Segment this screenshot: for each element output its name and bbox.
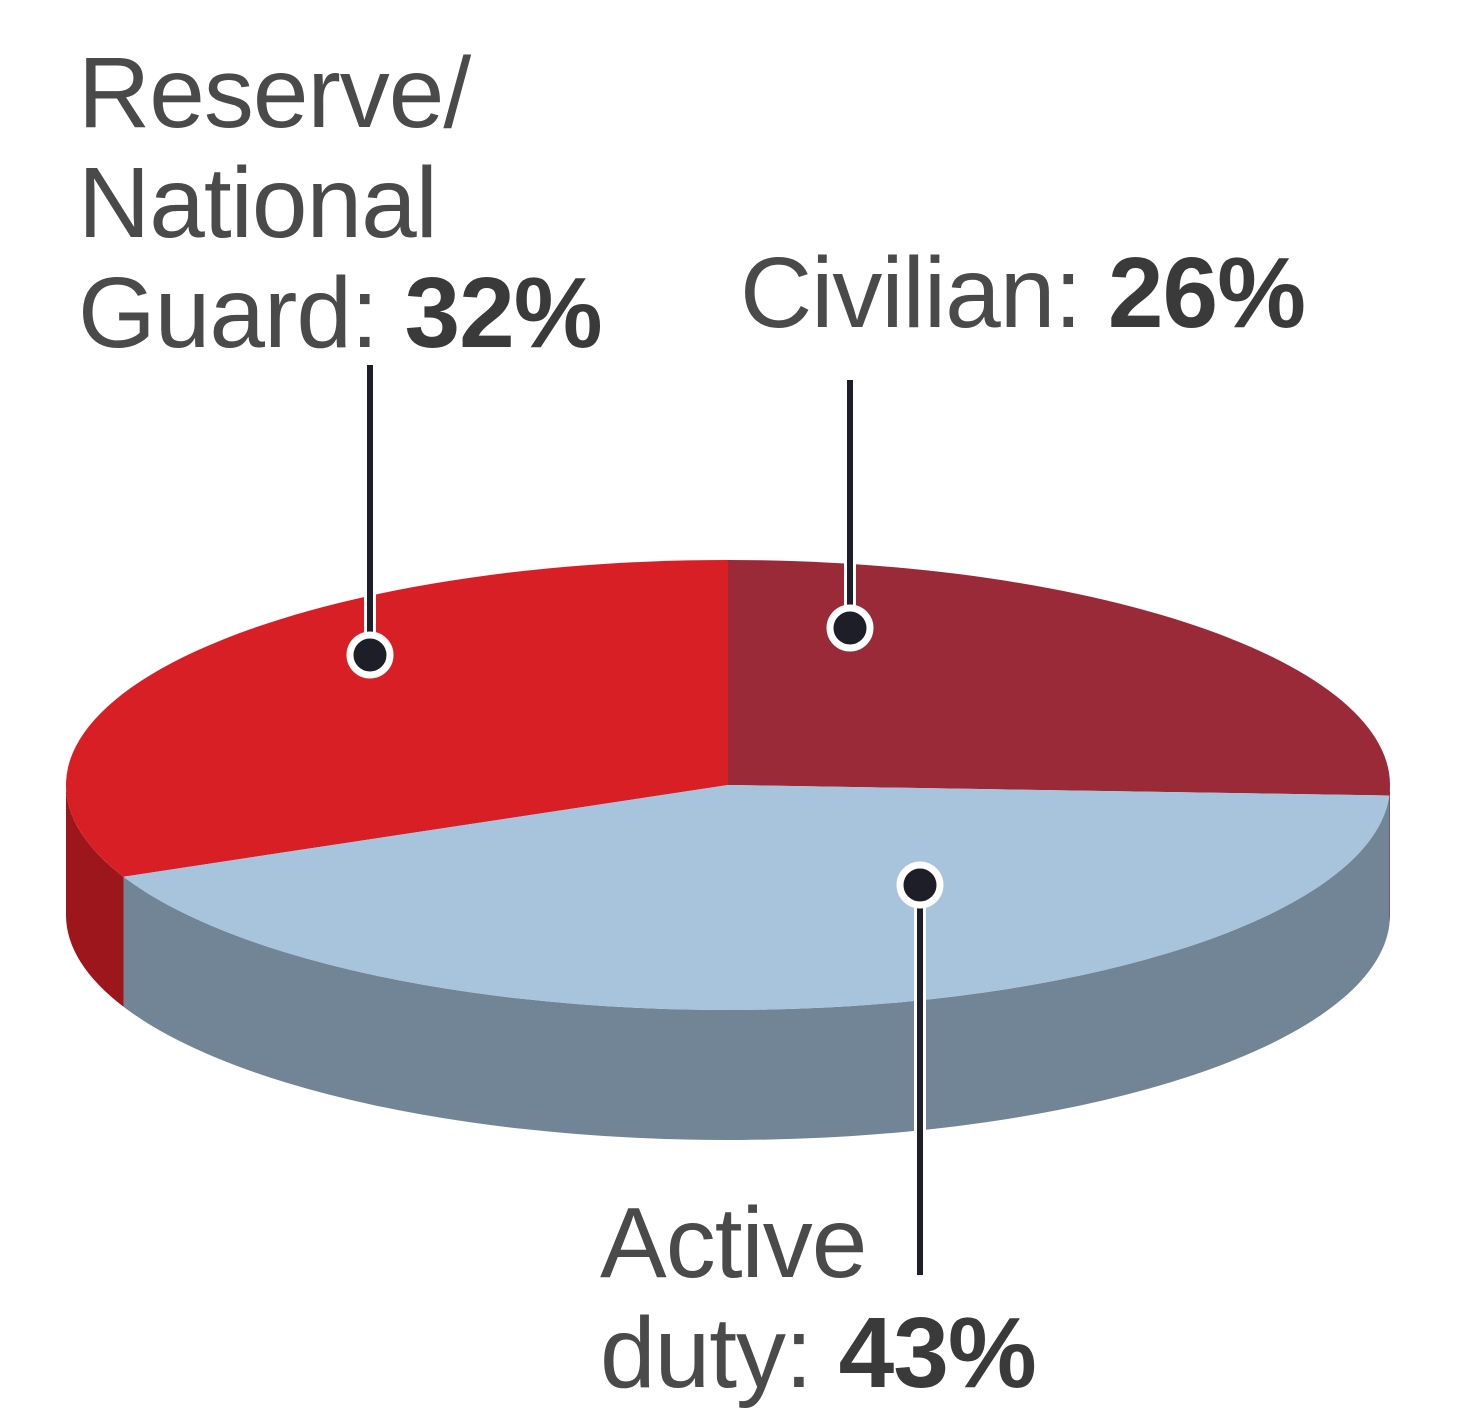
category-label: Active duty: [600, 1187, 867, 1409]
slice-side [123, 795, 1390, 1141]
category-label: Reserve/ National Guard: [78, 37, 471, 369]
category-label: Civilian: [740, 237, 1082, 349]
leader-dot [896, 861, 944, 909]
slice-side [1389, 785, 1390, 926]
leader-dot [346, 631, 394, 679]
leader-dot [826, 604, 874, 652]
slice [123, 785, 1390, 1011]
slice-label: Civilian: 26% [740, 237, 1306, 349]
value-label: 26% [1107, 237, 1306, 349]
value-label: 43% [838, 1297, 1037, 1409]
slice-side [66, 785, 124, 1007]
value-label: 32% [404, 257, 603, 369]
slice-label: Reserve/ National Guard: 32% [78, 37, 603, 369]
slice-label: Active duty: 43% [600, 1187, 1037, 1409]
slice [728, 560, 1390, 796]
slice [66, 560, 729, 877]
